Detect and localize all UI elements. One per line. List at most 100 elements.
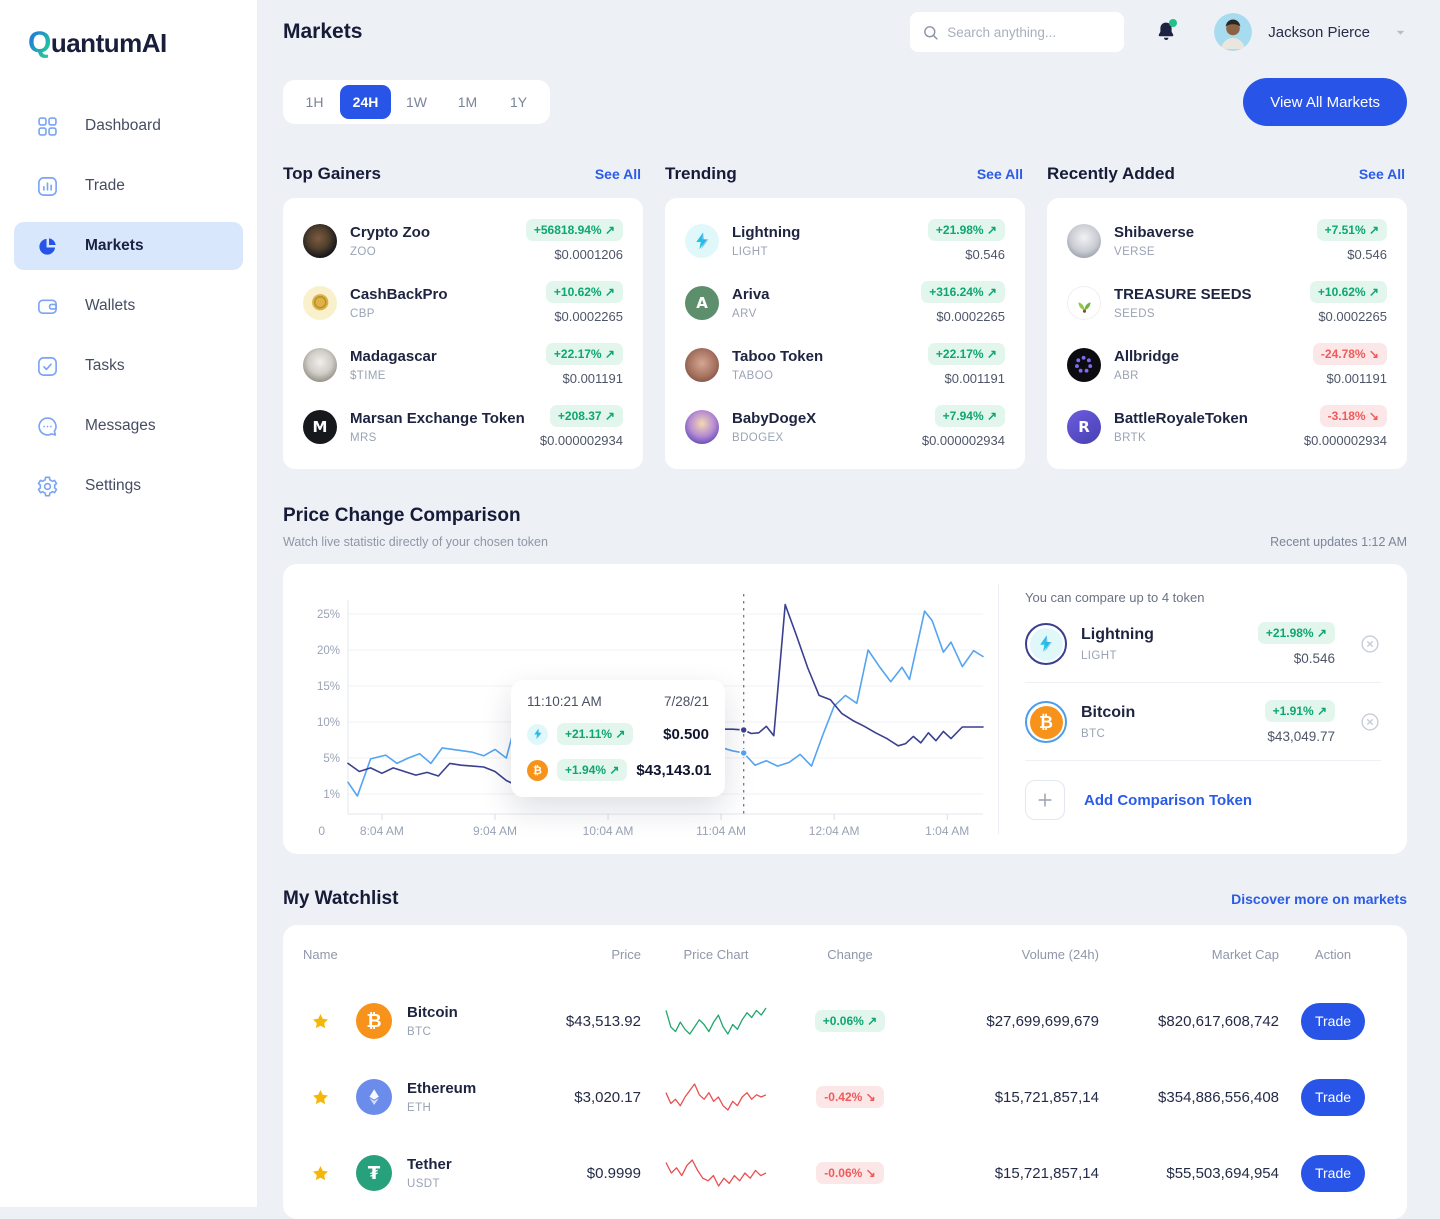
coin-right: +10.62% ↗ $0.0002265 [545,281,623,324]
coin-row[interactable]: Allbridge ABR -24.78% ↘ $0.001191 [1067,343,1387,386]
coin-meta: Lightning LIGHT [732,224,800,258]
price-cell: $43,513.92 [565,1012,641,1030]
coin-row[interactable]: R BattleRoyaleToken BRTK -3.18% ↘ $0.0000029… [1067,405,1387,448]
dashboard-icon [36,115,59,138]
coin-price: $0.001191 [1326,371,1388,386]
trade-button[interactable]: Trade [1301,1078,1365,1116]
column-header: Market Cap [1211,946,1279,962]
tab-24h[interactable]: 24H [340,85,391,119]
user-name: Jackson Pierce [1268,23,1370,41]
svg-text:8:04 AM: 8:04 AM [360,824,404,838]
coin-row[interactable]: TREASURE SEEDS SEEDS +10.62% ↗ $0.0002265 [1067,281,1387,324]
brand-logo-text: uantumAI [50,28,167,58]
coin-row[interactable]: Lightning LIGHT +21.98% ↗ $0.546 [685,219,1005,262]
coin-row[interactable]: Taboo Token TABOO +22.17% ↗ $0.001191 [685,343,1005,386]
tooltip-time: 11:10:21 AM [527,694,602,709]
search-input[interactable] [947,24,1113,40]
watchlist-columns: Name Price Price Chart Change Volume (24h) Ma… [303,925,1387,983]
token-symbol: BTC [1081,728,1106,740]
sidebar-item-tasks[interactable]: Tasks [14,342,243,390]
tab-1w[interactable]: 1W [406,94,427,110]
favorite-star-icon[interactable] [311,1012,330,1031]
token-price: $0.546 [1293,651,1335,666]
volume-cell: $27,699,699,679 [986,1012,1099,1030]
section-card: Shibaverse VERSE +7.51% ↗ $0.546 TREASURE SE… [1047,198,1407,469]
table-row: ₿ Bitcoin BTC $43,513.92 +0.06% ↗ $27,699,699… [303,983,1387,1059]
volume-cell: $15,721,857,14 [994,1164,1099,1182]
chevron-down-icon[interactable] [1394,26,1407,39]
coin-name: Marsan Exchange Token [350,409,525,427]
coin-name: CashBackPro [350,285,448,303]
coin-meta: Allbridge ABR [1114,348,1179,382]
column-header: Price Chart [683,946,749,962]
coin-row[interactable]: CashBackPro CBP +10.62% ↗ $0.0002265 [303,281,623,324]
table-row: ₮ Tether USDT $0.9999 -0.06% ↘ $15,721,857,14… [303,1135,1387,1211]
main-content: Markets Jackson Pierce 1H 24H 1W 1M 1Y View … [258,0,1440,1219]
coin-row[interactable]: Madagascar $TIME +22.17% ↗ $0.001191 [303,343,623,386]
svg-text:25%: 25% [317,609,340,621]
coin-name: TREASURE SEEDS [1114,285,1252,303]
sidebar-item-settings[interactable]: Settings [14,462,243,510]
volume-cell: $15,721,857,14 [994,1088,1099,1106]
token-meta: Lightning LIGHT [1081,626,1154,662]
comparison-token-row: Lightning LIGHT +21.98% ↗ $0.546 [1025,605,1381,683]
notification-dot [1169,19,1178,27]
name-cell: ₮ Tether USDT [303,1155,531,1191]
btc-icon: ₿ [527,759,548,781]
coin-price: $0.0002265 [1318,309,1387,324]
coin-symbol: ARV [732,307,757,320]
avatar[interactable] [1214,13,1253,51]
coin-symbol: ZOO [350,245,377,258]
notifications-bell-icon[interactable] [1154,19,1178,44]
market-section: Top Gainers See All Crypto Zoo ZOO +56818.94… [283,164,643,469]
add-comparison-token-button[interactable]: Add Comparison Token [1025,780,1381,820]
coin-name: Ariva [732,285,770,303]
coin-name: Bitcoin [407,1004,458,1021]
remove-token-icon[interactable] [1359,633,1381,655]
token-icon-ring: ₿ [1025,701,1067,743]
change-badge: +56818.94% ↗ [525,219,623,241]
settings-icon [36,475,59,498]
coin-meta: Tether USDT [407,1156,452,1190]
discover-more-link[interactable]: Discover more on markets [1231,891,1407,907]
sidebar-item-wallets[interactable]: Wallets [14,282,243,330]
see-all-link[interactable]: See All [594,166,641,182]
favorite-star-icon[interactable] [311,1164,330,1183]
see-all-link[interactable]: See All [1358,166,1405,182]
view-all-markets-button[interactable]: View All Markets [1243,78,1407,126]
watchlist-title: My Watchlist [283,888,399,909]
coin-right: +7.94% ↗ $0.000002934 [922,405,1005,448]
trade-button[interactable]: Trade [1301,1002,1365,1040]
coin-name: BattleRoyaleToken [1114,409,1248,427]
comparison-title: Price Change Comparison [283,505,521,526]
coin-row[interactable]: BabyDogeX BDOGEX +7.94% ↗ $0.000002934 [685,405,1005,448]
sidebar-item-dashboard[interactable]: Dashboard [14,102,243,150]
remove-token-icon[interactable] [1359,711,1381,733]
sidebar-item-trade[interactable]: Trade [14,162,243,210]
comparison-token-row: ₿ Bitcoin BTC +1.91% ↗ $43,049.77 [1025,683,1381,761]
favorite-star-icon[interactable] [311,1088,330,1107]
tab-1y[interactable]: 1Y [509,94,528,110]
tab-1m[interactable]: 1M [457,94,478,110]
change-badge: +0.06% ↗ [814,1010,886,1032]
coin-row[interactable]: Shibaverse VERSE +7.51% ↗ $0.546 [1067,219,1387,262]
section-card: Lightning LIGHT +21.98% ↗ $0.546 A Ariva ARV +3… [665,198,1025,469]
table-row: Ethereum ETH $3,020.17 -0.42% ↘ $15,721,857,… [303,1059,1387,1135]
token-right: +1.91% ↗ $43,049.77 [1264,700,1335,744]
coin-row[interactable]: Crypto Zoo ZOO +56818.94% ↗ $0.0001206 [303,219,623,262]
coin-right: -3.18% ↘ $0.000002934 [1304,405,1387,448]
token-name: Bitcoin [1081,704,1136,721]
trade-button[interactable]: Trade [1301,1154,1365,1192]
search-box[interactable] [910,12,1125,52]
see-all-link[interactable]: See All [976,166,1023,182]
tab-1h[interactable]: 1H [305,94,324,110]
sidebar-item-markets[interactable]: Markets [14,222,243,270]
svg-text:10%: 10% [317,717,340,729]
svg-text:15%: 15% [317,681,340,693]
coin-row[interactable]: A Ariva ARV +316.24% ↗ $0.0002265 [685,281,1005,324]
change-badge: +21.98% ↗ [927,219,1005,241]
letter-icon: A [685,285,719,320]
sidebar-item-messages[interactable]: Messages [14,402,243,450]
coin-meta: Madagascar $TIME [350,348,437,382]
coin-row[interactable]: M Marsan Exchange Token MRS +208.37 ↗ $0.000… [303,405,623,448]
